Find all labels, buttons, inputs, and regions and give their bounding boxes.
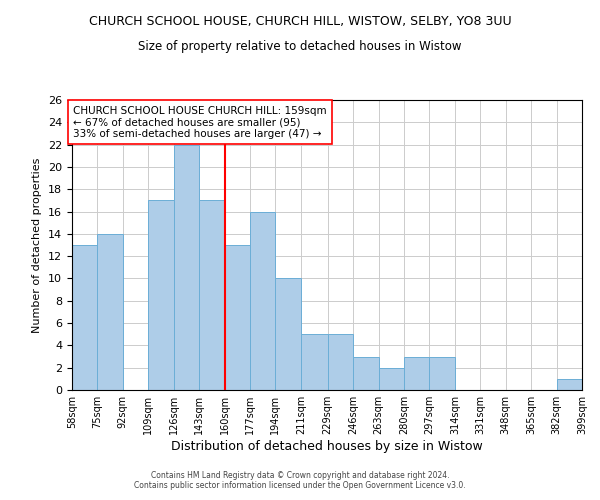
Bar [72,245,97,390]
Bar [301,334,328,390]
Text: CHURCH SCHOOL HOUSE CHURCH HILL: 159sqm
← 67% of detached houses are smaller (95: CHURCH SCHOOL HOUSE CHURCH HILL: 159sqm … [73,106,326,139]
Bar [199,200,224,390]
X-axis label: Distribution of detached houses by size in Wistow: Distribution of detached houses by size … [171,440,483,453]
Y-axis label: Number of detached properties: Number of detached properties [32,158,43,332]
Bar [148,200,174,390]
Bar [404,356,430,390]
Bar [250,212,275,390]
Bar [379,368,404,390]
Bar [97,234,123,390]
Bar [557,379,582,390]
Bar [353,356,379,390]
Text: Size of property relative to detached houses in Wistow: Size of property relative to detached ho… [138,40,462,53]
Text: CHURCH SCHOOL HOUSE, CHURCH HILL, WISTOW, SELBY, YO8 3UU: CHURCH SCHOOL HOUSE, CHURCH HILL, WISTOW… [89,15,511,28]
Bar [174,144,199,390]
Text: Contains HM Land Registry data © Crown copyright and database right 2024.
Contai: Contains HM Land Registry data © Crown c… [134,470,466,490]
Bar [224,245,250,390]
Bar [275,278,301,390]
Bar [430,356,455,390]
Bar [328,334,353,390]
